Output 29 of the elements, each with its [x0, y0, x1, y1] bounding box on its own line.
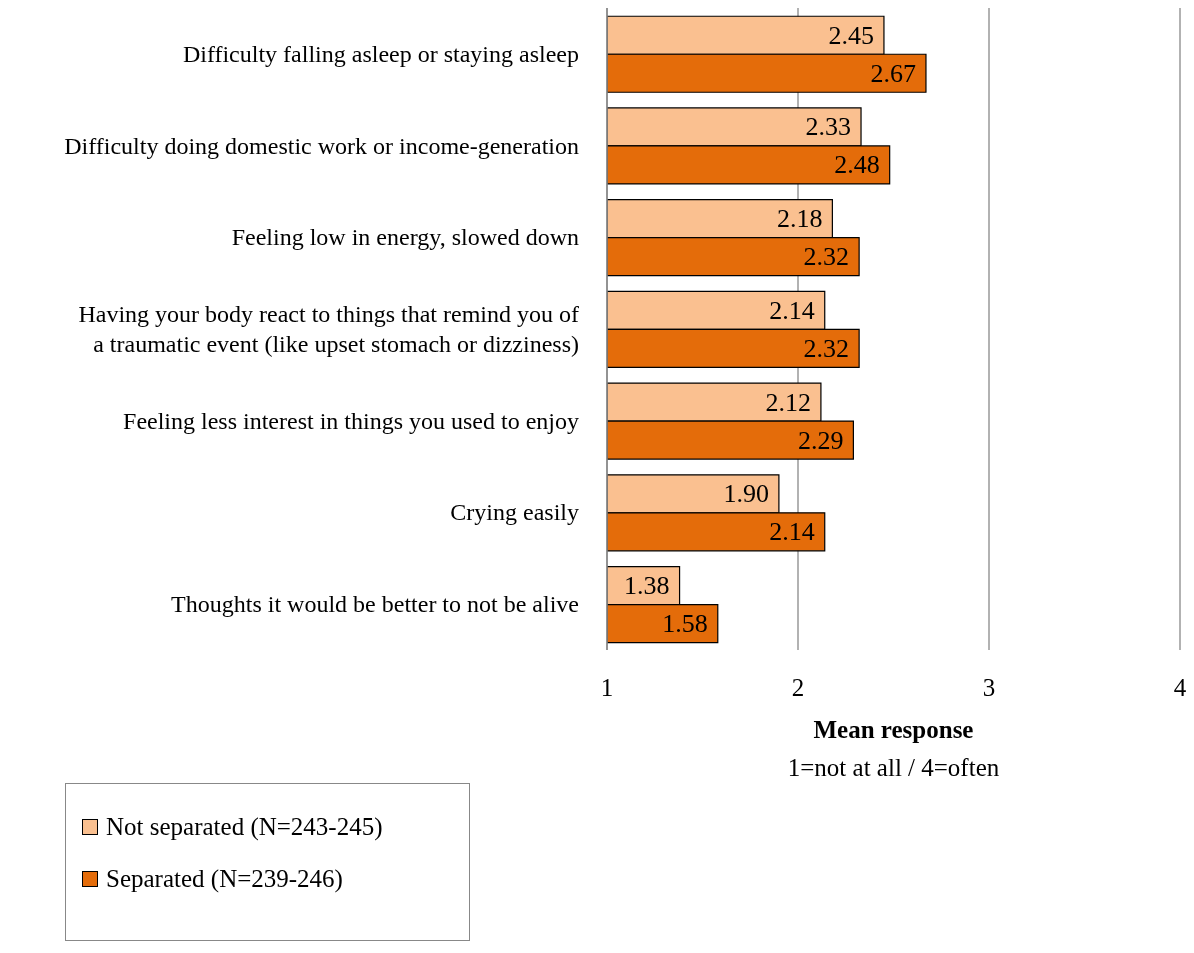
- data-label: 1.58: [662, 609, 708, 639]
- data-label: 2.48: [834, 150, 880, 180]
- legend-label: Separated (N=239-246): [106, 865, 343, 893]
- y-tick-label: Difficulty falling asleep or staying asleep: [182, 40, 579, 67]
- data-label: 1.38: [624, 571, 670, 601]
- x-tick-label: 1: [600, 673, 614, 701]
- y-tick-label: Difficulty doing domestic work or income-generation: [64, 132, 579, 159]
- text: 1=not at all / 4=often: [787, 754, 1000, 781]
- x-tick-label: 3: [982, 673, 996, 701]
- data-label: 2.32: [803, 242, 850, 272]
- y-tick-label: Feeling low in energy, slowed down: [231, 224, 579, 251]
- data-label: 1.90: [723, 479, 769, 509]
- data-label: 2.32: [803, 333, 850, 363]
- y-tick-label: Having your body react to things that remind you of a traumatic event (like upset stomach or dizziness): [78, 301, 579, 357]
- x-tick-label: 2: [791, 673, 805, 701]
- data-label: 2.14: [769, 517, 815, 547]
- legend-label: Not separated (N=243-245): [106, 813, 383, 841]
- data-label: 2.33: [805, 112, 852, 142]
- x-axis-title: Mean response: [813, 716, 974, 743]
- x-tick-label: 4: [1173, 673, 1187, 701]
- data-label: 2.67: [870, 58, 916, 88]
- y-tick-label: Crying easily: [450, 499, 579, 526]
- y-tick-label: Feeling less interest in things you used to enjoy: [123, 407, 579, 434]
- data-label: 2.14: [769, 295, 815, 325]
- data-label: 2.12: [765, 387, 811, 417]
- y-tick-label: Thoughts it would be better to not be alive: [171, 591, 579, 618]
- data-label: 2.45: [828, 20, 874, 50]
- data-label: 2.29: [797, 425, 844, 455]
- data-label: 2.18: [776, 204, 823, 234]
